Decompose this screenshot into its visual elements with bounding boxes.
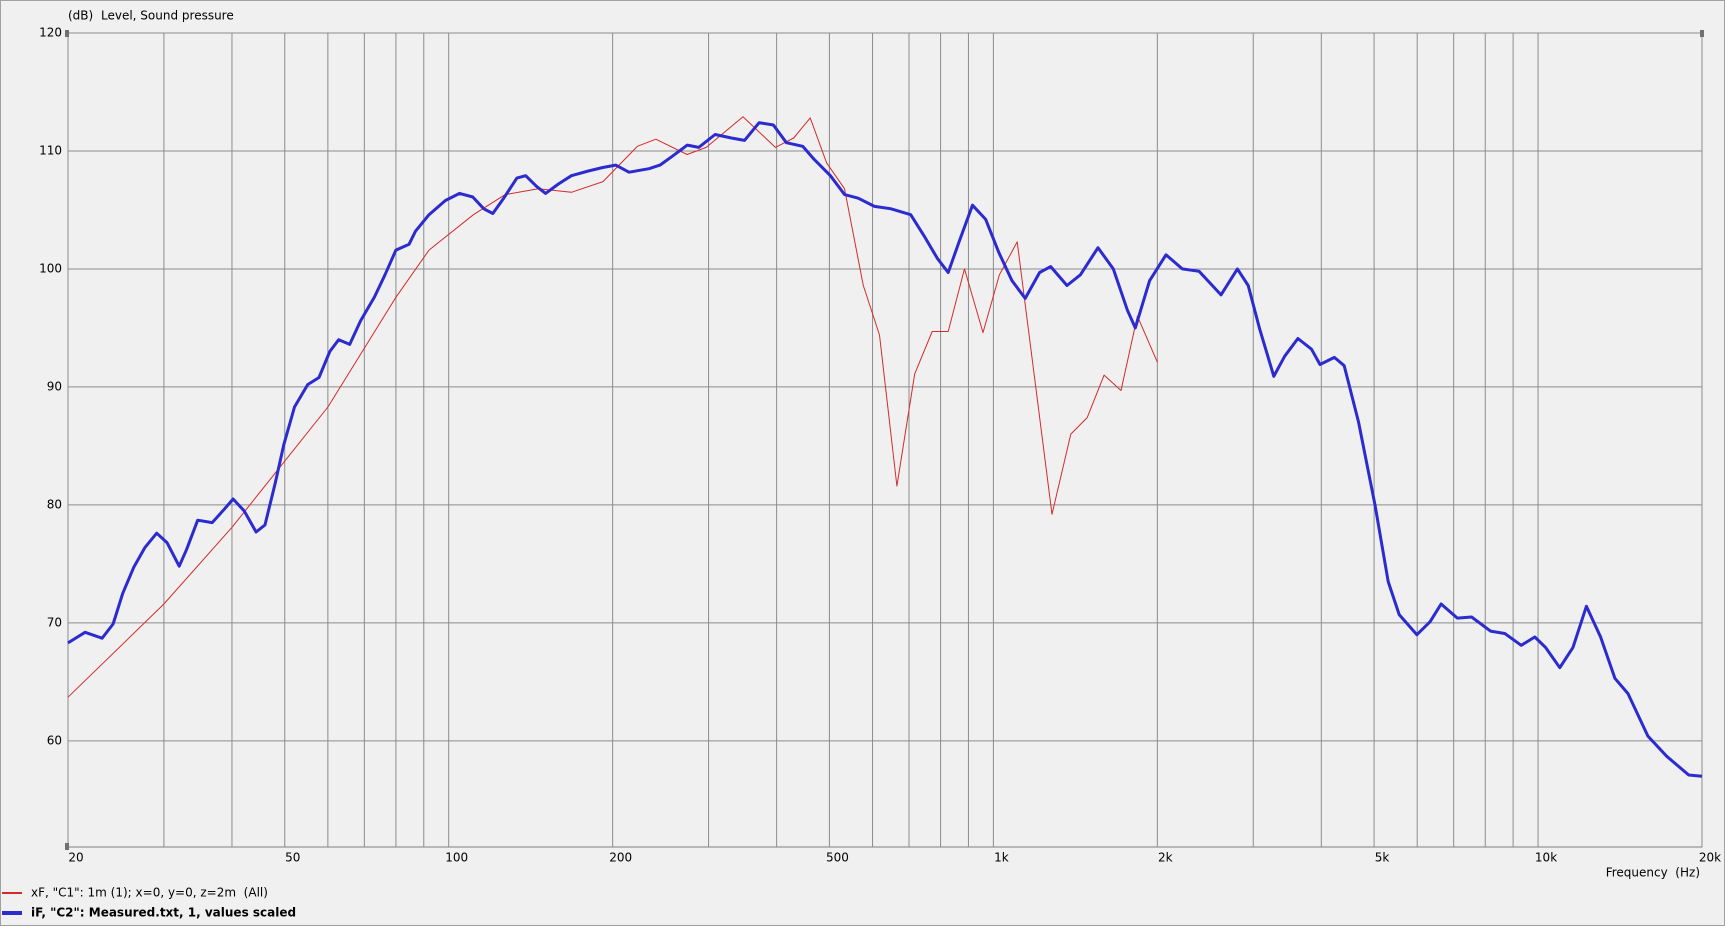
plot-area (67, 32, 1703, 848)
series-line (67, 116, 1158, 698)
axis-handle (1700, 30, 1704, 37)
x-tick-label: 1k (994, 851, 1009, 865)
x-tick-label: 20 (68, 851, 83, 865)
chart-title: Level, Sound pressure (101, 9, 234, 23)
x-tick-label: 5k (1375, 851, 1390, 865)
y-tick-label: 120 (39, 26, 62, 40)
x-tick-label: 500 (826, 851, 849, 865)
legend-label: xF, "C1": 1m (1); x=0, y=0, z=2m (All) (31, 886, 268, 900)
y-tick-label: 110 (39, 143, 62, 157)
axis-handle (65, 843, 69, 850)
x-tick-label: 20k (1699, 851, 1721, 865)
series-line (67, 121, 1703, 778)
y-tick-label: 100 (39, 261, 62, 275)
x-tick-label: 2k (1158, 851, 1173, 865)
x-axis-label: Frequency (Hz) (1606, 866, 1700, 880)
y-tick-label: 60 (47, 733, 62, 747)
y-tick-label: 80 (47, 497, 62, 511)
y-tick-label: 90 (47, 379, 62, 393)
y-axis-unit: (dB) (68, 9, 93, 23)
x-tick-label: 50 (285, 851, 300, 865)
x-tick-label: 200 (609, 851, 632, 865)
x-tick-label: 100 (445, 851, 468, 865)
legend-label: iF, "C2": Measured.txt, 1, values scaled (31, 906, 296, 920)
y-tick-label: 70 (47, 615, 62, 629)
axis-handle (65, 30, 69, 37)
x-tick-label: 10k (1535, 851, 1557, 865)
